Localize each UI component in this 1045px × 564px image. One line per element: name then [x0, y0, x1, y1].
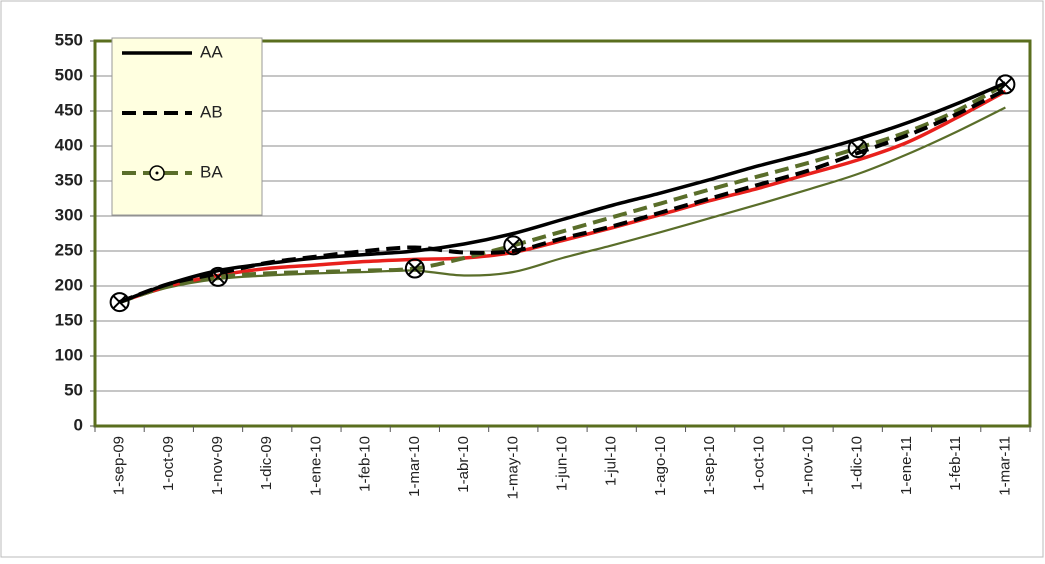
x-tick-label: 1-ene-11 [898, 436, 915, 495]
x-tick-label: 1-mar-11 [996, 436, 1013, 496]
marker-x [506, 238, 520, 253]
x-tick-label: 1-nov-09 [209, 436, 226, 495]
legend-box [111, 37, 263, 216]
y-tick-label: 550 [55, 30, 83, 49]
marker-circle [503, 235, 524, 256]
x-tick-label: 1-may-10 [504, 436, 521, 499]
x-tick-label: 1-ago-10 [652, 436, 669, 496]
marker [995, 74, 1016, 95]
marker [404, 258, 425, 279]
y-tick-label: 300 [55, 205, 83, 224]
legend-marker-dot [155, 171, 159, 175]
legend-label: AB [200, 102, 223, 121]
y-tick-label: 350 [55, 170, 83, 189]
marker-circle [109, 292, 130, 313]
y-tick-label: 200 [55, 275, 83, 294]
y-tick-label: 150 [55, 310, 83, 329]
series-line [119, 89, 1007, 304]
y-tick-label: 250 [55, 240, 83, 259]
x-tick-label: 1-abr-10 [455, 436, 472, 493]
x-tick-label: 1-sep-09 [111, 436, 128, 495]
x-tick-label: 1-jun-10 [553, 436, 570, 491]
marker-x [408, 261, 422, 276]
marker [847, 138, 868, 159]
x-tick-label: 1-feb-11 [947, 436, 964, 491]
legend: AA AB BA [111, 37, 263, 216]
legend-label: AA [200, 42, 223, 61]
x-tick-label: 1-mar-10 [406, 436, 423, 497]
x-tick-label: 1-nov-10 [800, 436, 817, 495]
y-tick-label: 500 [55, 65, 83, 84]
plot-border [93, 39, 1032, 428]
marker-x [851, 141, 865, 155]
x-tick-label: 1-ene-10 [307, 436, 324, 496]
x-tick-label: 1-sep-10 [701, 436, 718, 495]
marker-circle [208, 266, 229, 287]
y-tick-label: 400 [55, 135, 83, 154]
x-tick-label: 1-oct-10 [750, 436, 767, 491]
x-tick-label: 1-oct-09 [160, 436, 177, 491]
marker-x [112, 295, 127, 309]
y-tick-label: 450 [55, 100, 83, 119]
marker-circle [404, 258, 425, 279]
marker [109, 292, 130, 313]
y-tick-label: 0 [74, 415, 83, 434]
series-line [119, 106, 1006, 304]
x-tick-label: 1-jul-10 [603, 436, 620, 486]
marker [208, 266, 229, 287]
y-tick-label: 50 [64, 380, 83, 399]
y-tick-label: 100 [55, 345, 83, 364]
marker-circle [847, 138, 868, 159]
marker-x [998, 77, 1013, 92]
x-tick-label: 1-feb-10 [357, 436, 374, 492]
legend-label: BA [200, 162, 223, 181]
marker-x [211, 270, 225, 284]
marker [503, 235, 524, 256]
x-tick-label: 1-dic-09 [258, 436, 275, 490]
x-tick-label: 1-dic-10 [849, 436, 866, 490]
marker-circle [995, 74, 1016, 95]
